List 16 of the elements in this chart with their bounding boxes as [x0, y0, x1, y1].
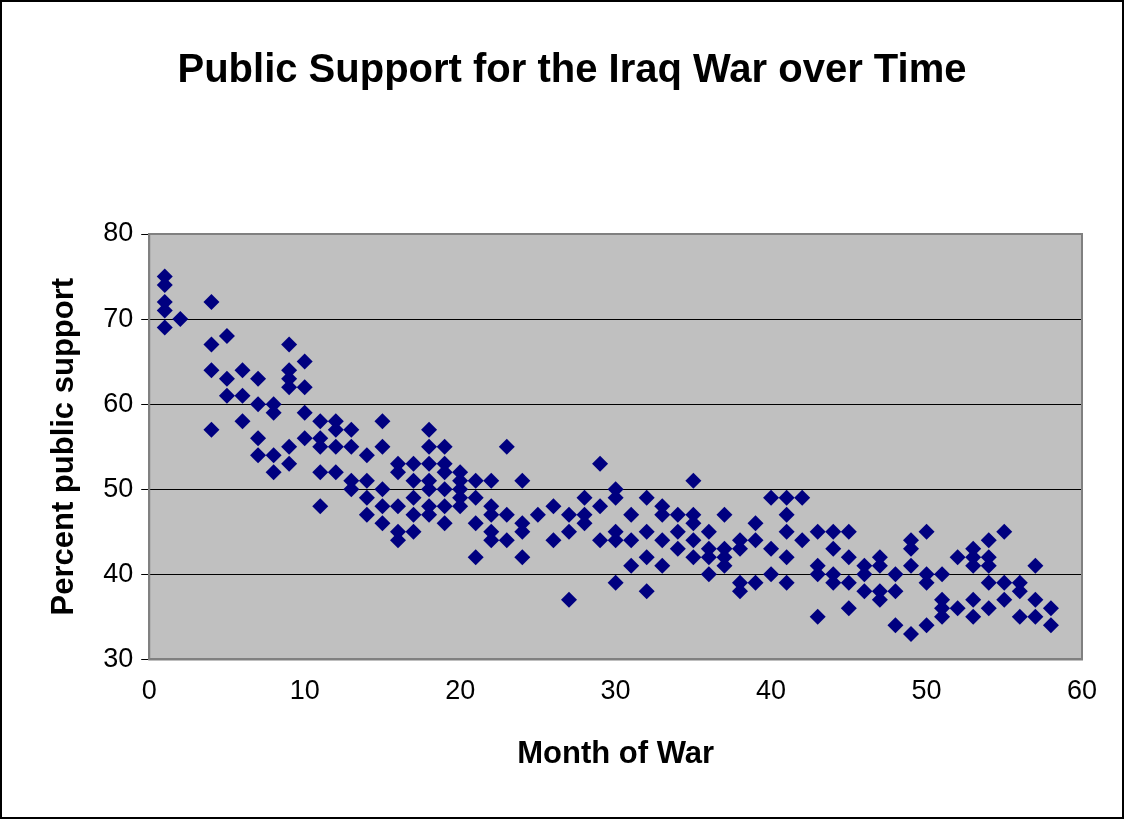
x-tick-label: 50	[911, 675, 942, 706]
y-tick-label: 30	[103, 642, 134, 673]
x-tick-label: 40	[756, 675, 787, 706]
x-tick-label: 10	[289, 675, 320, 706]
x-tick-label: 0	[141, 675, 157, 706]
y-tick-label: 70	[103, 302, 134, 333]
y-axis-title: Percent public support	[45, 277, 81, 616]
x-tick-label: 30	[600, 675, 631, 706]
y-tick-label: 60	[103, 387, 134, 418]
y-tick-label: 50	[103, 472, 134, 503]
chart-title: Public Support for the Iraq War over Time	[176, 45, 968, 92]
x-tick-label: 20	[445, 675, 476, 706]
x-axis-title: Month of War	[517, 734, 715, 770]
y-tick-label: 40	[103, 557, 134, 588]
y-tick-label: 80	[103, 217, 134, 248]
x-tick-label: 60	[1066, 675, 1098, 706]
